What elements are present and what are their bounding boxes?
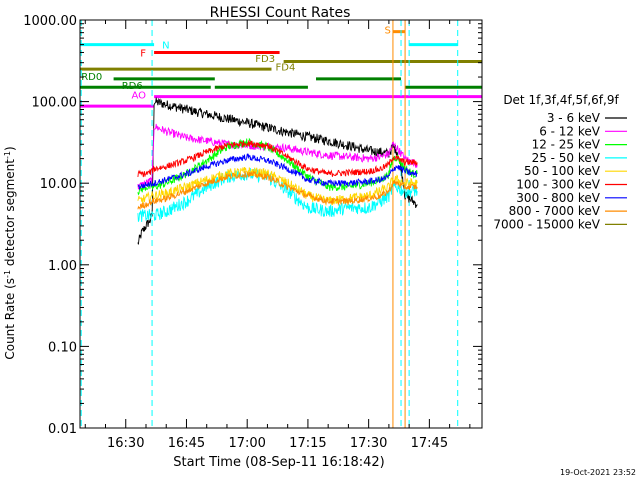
flag-label: RD6 — [122, 81, 143, 92]
y-axis-label-superscript: -1 — [3, 151, 12, 159]
y-tick-label: 100.00 — [32, 96, 78, 111]
y-axis-label-part: detector segment — [3, 159, 17, 270]
legend-title: Det 1f,3f,4f,5f,6f,9f — [503, 93, 619, 107]
chart-title: RHESSI Count Rates — [210, 5, 351, 21]
series-line — [137, 97, 418, 245]
legend-label: 7000 - 15000 keV — [493, 217, 600, 231]
legend-label: 100 - 300 keV — [516, 178, 600, 192]
y-tick-label: 1000.00 — [23, 14, 77, 29]
legend-label: 50 - 100 keV — [524, 164, 601, 178]
y-axis-label: Count Rate (s-1 detector segment-1) — [3, 146, 17, 359]
flag-label: S — [385, 26, 391, 37]
x-tick-label: 17:15 — [289, 436, 326, 451]
flag-label: FD3 — [255, 54, 275, 65]
flag-label: RD0 — [81, 72, 102, 83]
x-tick-label: 16:30 — [107, 436, 144, 451]
y-tick-label: 10.00 — [40, 177, 77, 192]
legend-label: 12 - 25 keV — [532, 138, 601, 152]
series-line — [137, 167, 418, 223]
y-axis-label-part: Count Rate (s — [3, 278, 17, 360]
legend-label: 800 - 7000 keV — [509, 204, 601, 218]
x-tick-label: 17:00 — [228, 436, 265, 451]
axes: 0.01 0.10 1.00 10.00 100.00 1000.00 16:30 16:45… — [23, 14, 483, 451]
timestamp: 19-Oct-2021 23:52 — [560, 468, 636, 477]
x-tick-label: 16:45 — [168, 436, 205, 451]
y-tick-label: 1.00 — [48, 259, 77, 274]
legend-label: 6 - 12 keV — [539, 124, 601, 138]
y-tick-label: 0.10 — [48, 340, 77, 355]
y-axis-label-part: ) — [3, 146, 17, 151]
x-tick-label: 17:45 — [411, 436, 448, 451]
series-line — [137, 140, 418, 178]
plot-frame — [79, 19, 483, 429]
legend-label: 300 - 800 keV — [516, 191, 600, 205]
legend-label: 3 - 6 keV — [547, 111, 601, 125]
y-tick-label: 0.01 — [48, 422, 77, 437]
flag-label: N — [162, 41, 169, 52]
vertical-marker-lines — [80, 20, 459, 428]
series-line — [137, 166, 418, 206]
series-line — [137, 153, 418, 190]
x-tick-label: 17:30 — [350, 436, 387, 451]
flag-label: AO — [131, 91, 146, 102]
x-axis-label: Start Time (08-Sep-11 16:18:42) — [173, 455, 384, 470]
series-line — [137, 123, 418, 190]
flag-label: F — [140, 48, 146, 59]
flag-label: FD4 — [276, 62, 296, 73]
y-axis-label-superscript: -1 — [3, 270, 12, 278]
series-line — [137, 170, 418, 210]
series-lines — [137, 97, 418, 245]
legend-label: 25 - 50 keV — [532, 151, 601, 165]
